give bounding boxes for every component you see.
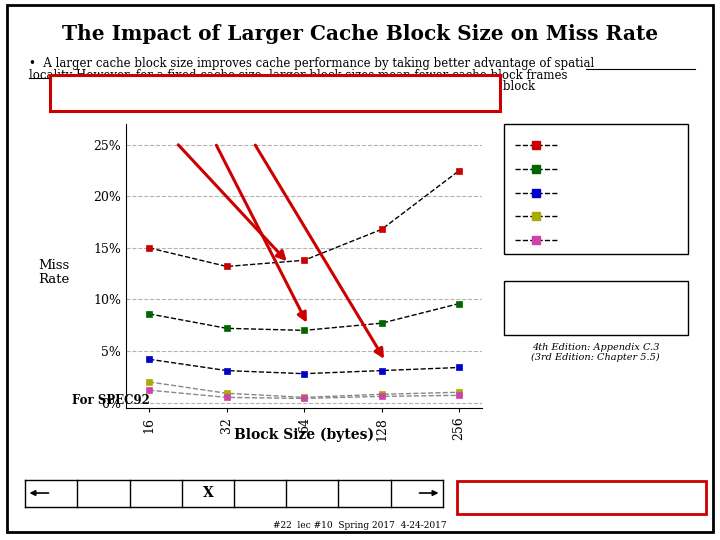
Text: #22  lec #10  Spring 2017  4-24-2017: #22 lec #10 Spring 2017 4-24-2017 [273,521,447,530]
Text: Rate: Rate [38,273,70,286]
Text: •  A larger cache block size improves cache performance by taking better advanta: • A larger cache block size improves cac… [29,57,594,70]
Text: The Impact of Larger Cache Block Size on Miss Rate: The Impact of Larger Cache Block Size on… [62,24,658,44]
Text: frames increases conflicts and thus overall cache miss rate: frames increases conflicts and thus over… [63,93,415,106]
Text: Performance keeps improving to a limit when the fewer number of cache block: Performance keeps improving to a limit w… [63,80,536,93]
Text: Larger cache block size
improves spatial locality
reducing compulsory misses: Larger cache block size improves spatial… [521,293,670,323]
Text: Block Size (bytes): Block Size (bytes) [235,428,374,442]
Text: 4th Edition: Appendix C.3
(3rd Edition: Chapter 5.5): 4th Edition: Appendix C.3 (3rd Edition: … [531,343,660,362]
Text: X: X [202,486,213,500]
Text: 1K: 1K [565,139,582,152]
Text: 16K: 16K [565,186,590,199]
Text: 64K: 64K [565,210,590,222]
Text: Miss: Miss [38,259,70,272]
Text: CMPE550 - Shaaban: CMPE550 - Shaaban [478,488,685,507]
Text: 4K: 4K [565,163,582,176]
Text: 256K: 256K [565,233,598,246]
Text: For SPEC92: For SPEC92 [72,394,150,407]
Text: locality However, for a fixed cache size, larger block sizes mean fewer cache bl: locality However, for a fixed cache size… [29,69,567,82]
